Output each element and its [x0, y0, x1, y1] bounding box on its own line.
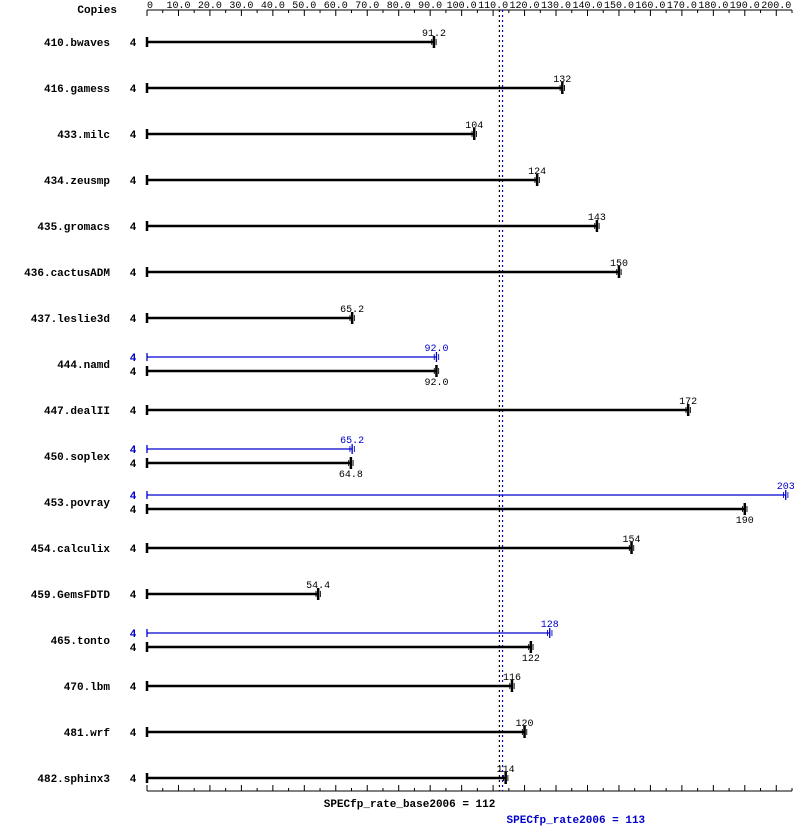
axis-tick-label: 60.0 [324, 1, 348, 12]
base-value-label: 65.2 [340, 305, 364, 316]
benchmark-label: 416.gamess [44, 84, 110, 96]
copies-value: 4 [130, 544, 137, 556]
axis-tick-label: 70.0 [355, 1, 379, 12]
copies-value: 4 [130, 590, 137, 602]
base-value-label: 114 [497, 765, 515, 776]
base-value-label: 116 [503, 673, 521, 684]
copies-value-peak: 4 [130, 353, 137, 365]
copies-value: 4 [130, 774, 137, 786]
base-value-label: 104 [465, 121, 483, 132]
benchmark-label: 435.gromacs [37, 222, 110, 234]
base-value-label: 91.2 [422, 29, 446, 40]
axis-tick-label: 170.0 [667, 1, 697, 12]
axis-tick-label: 120.0 [510, 1, 540, 12]
copies-value: 4 [130, 130, 137, 142]
axis-tick-label: 140.0 [572, 1, 602, 12]
benchmark-label: 465.tonto [51, 636, 111, 648]
axis-tick-label: 150.0 [604, 1, 634, 12]
axis-tick-label: 200.0 [761, 1, 791, 12]
axis-tick-label: 10.0 [166, 1, 190, 12]
copies-value: 4 [130, 38, 137, 50]
axis-tick-label: 50.0 [292, 1, 316, 12]
base-value-label: 150 [610, 259, 628, 270]
copies-value: 4 [130, 505, 137, 517]
benchmark-label: 436.cactusADM [24, 268, 110, 280]
copies-value: 4 [130, 367, 137, 379]
copies-value: 4 [130, 84, 137, 96]
benchmark-label: 470.lbm [64, 682, 111, 694]
benchmark-label: 450.soplex [44, 452, 110, 464]
benchmark-label: 481.wrf [64, 728, 111, 740]
spec-rate-chart: Copies 0 10.0 20.0 30.0 40.0 50.0 60.0 70.0 80.0 9… [0, 0, 799, 831]
axis-tick-label: 100.0 [447, 1, 477, 12]
copies-value-peak: 4 [130, 491, 137, 503]
copies-value: 4 [130, 222, 137, 234]
benchmark-label: 482.sphinx3 [37, 774, 110, 786]
base-value-label: 64.8 [339, 470, 363, 481]
base-value-label: 124 [528, 167, 546, 178]
copies-value: 4 [130, 459, 137, 471]
axis-tick-label: 40.0 [261, 1, 285, 12]
axis-tick-label: 30.0 [229, 1, 253, 12]
copies-value: 4 [130, 406, 137, 418]
benchmark-label: 410.bwaves [44, 38, 110, 50]
base-value-label: 120 [516, 719, 534, 730]
copies-value: 4 [130, 314, 137, 326]
axis-tick-label: 90.0 [418, 1, 442, 12]
peak-value-label: 203 [777, 482, 795, 493]
axis-tick-label: 160.0 [635, 1, 665, 12]
copies-value-peak: 4 [130, 445, 137, 457]
copies-value: 4 [130, 643, 137, 655]
base-value-label: 132 [553, 75, 571, 86]
copies-value: 4 [130, 176, 137, 188]
base-value-label: 54.4 [306, 581, 330, 592]
axis-tick-label: 110.0 [478, 1, 508, 12]
copies-value: 4 [130, 728, 137, 740]
benchmark-label: 459.GemsFDTD [31, 590, 111, 602]
benchmark-label: 454.calculix [31, 544, 111, 556]
copies-value-peak: 4 [130, 629, 137, 641]
benchmark-label: 434.zeusmp [44, 176, 110, 188]
axis-tick-label: 20.0 [198, 1, 222, 12]
axis-tick-label: 130.0 [541, 1, 571, 12]
copies-header: Copies [77, 5, 117, 17]
base-value-label: 190 [736, 516, 754, 527]
copies-value: 4 [130, 682, 137, 694]
peak-value-label: 128 [541, 620, 559, 631]
footer-peak-label: SPECfp_rate2006 = 113 [507, 815, 646, 827]
base-value-label: 154 [623, 535, 641, 546]
axis-tick-label: 0 [147, 1, 153, 12]
base-value-label: 92.0 [424, 378, 448, 389]
base-value-label: 172 [679, 397, 697, 408]
axis-tick-label: 190.0 [730, 1, 760, 12]
copies-value: 4 [130, 268, 137, 280]
peak-value-label: 92.0 [424, 344, 448, 355]
footer-base-label: SPECfp_rate_base2006 = 112 [324, 799, 496, 811]
base-value-label: 143 [588, 213, 606, 224]
base-value-label: 122 [522, 654, 540, 665]
axis-tick-label: 80.0 [387, 1, 411, 12]
axis-tick-label: 180.0 [698, 1, 728, 12]
benchmark-label: 453.povray [44, 498, 110, 510]
benchmark-label: 447.dealII [44, 406, 110, 418]
benchmark-label: 433.milc [57, 130, 110, 142]
benchmark-label: 437.leslie3d [31, 314, 110, 326]
peak-value-label: 65.2 [340, 436, 364, 447]
benchmark-label: 444.namd [57, 360, 110, 372]
